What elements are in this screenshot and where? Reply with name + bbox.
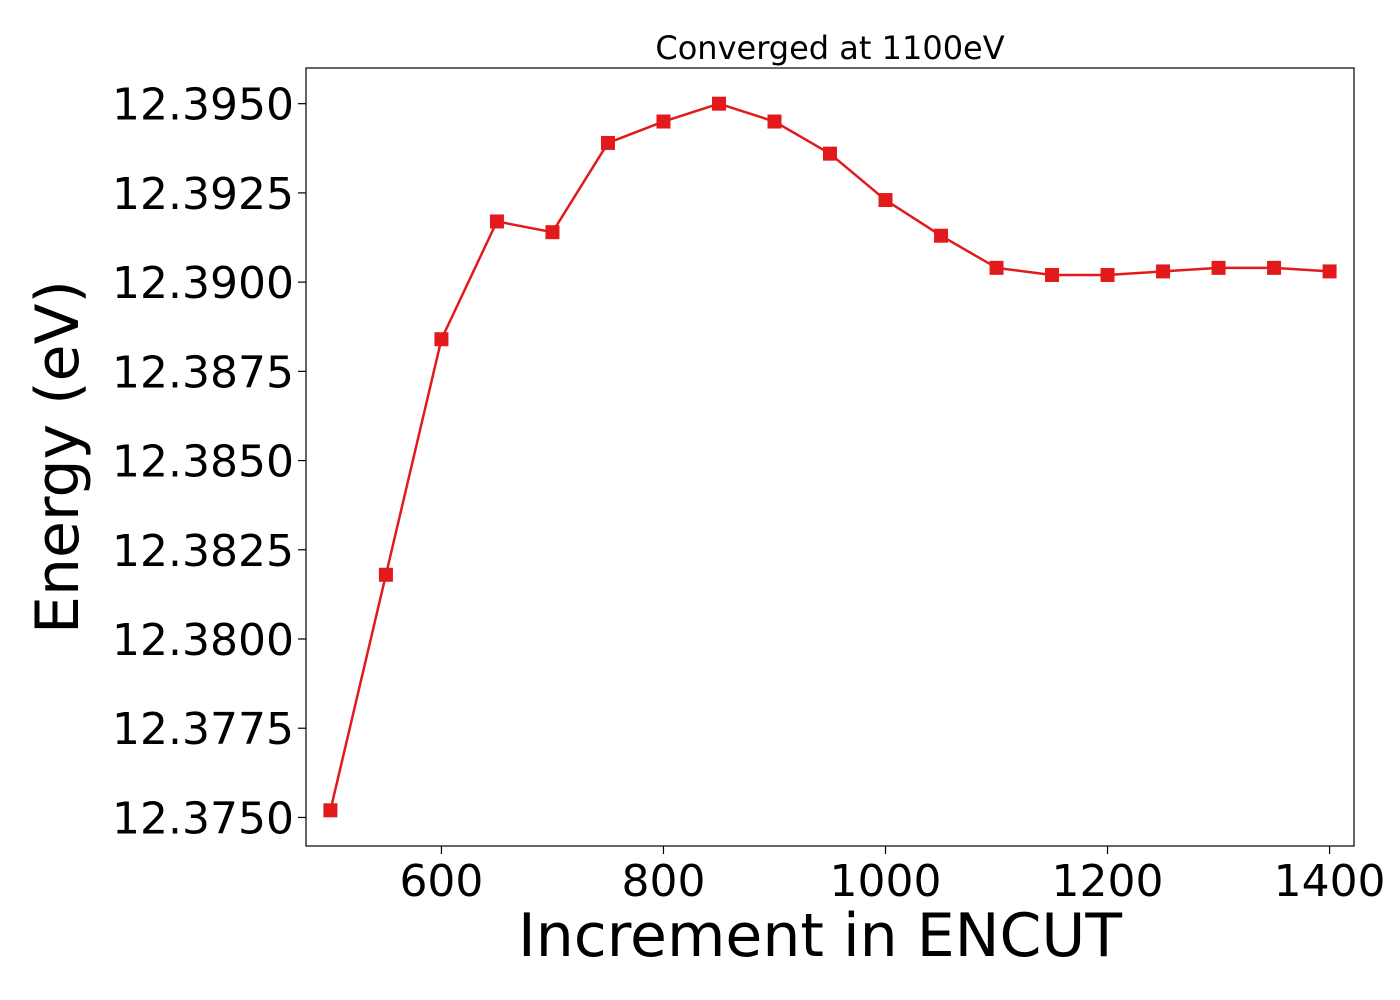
data-point-marker (878, 193, 893, 208)
y-tick-label: 12.3950 (112, 80, 294, 131)
data-point-marker (489, 214, 504, 229)
data-point-marker (545, 225, 560, 240)
x-tick-label: 1000 (830, 856, 942, 907)
y-tick-label: 12.3925 (112, 169, 294, 220)
data-point-marker (1100, 267, 1115, 282)
y-axis-ticks: 12.3750 12.3775 12.3800 12.3825 12.3850 12.38… (112, 80, 306, 844)
y-tick-label: 12.3800 (112, 615, 294, 666)
y-tick-label: 12.3825 (112, 526, 294, 577)
data-point-marker (767, 114, 782, 129)
data-point-marker (934, 228, 949, 243)
x-tick-label: 1200 (1052, 856, 1164, 907)
data-point-marker (434, 332, 449, 347)
data-point-marker (1211, 260, 1226, 275)
series-layer (323, 96, 1337, 818)
y-axis-label: Energy (eV) (23, 280, 93, 634)
data-point-marker (1156, 264, 1171, 279)
plot-area-frame (305, 67, 1355, 847)
y-tick-label: 12.3900 (112, 258, 294, 309)
x-axis-ticks: 600 800 1000 1200 1400 (399, 846, 1386, 907)
data-point-marker (711, 96, 726, 111)
data-point-marker (1045, 267, 1060, 282)
x-tick-label: 1400 (1274, 856, 1386, 907)
x-tick-label: 800 (621, 856, 705, 907)
chart-title: Converged at 1100eV (655, 29, 1004, 67)
x-axis-label: Increment in ENCUT (518, 901, 1122, 971)
y-tick-label: 12.3850 (112, 437, 294, 488)
data-point-marker (1267, 260, 1282, 275)
data-point-marker (323, 803, 338, 818)
data-point-marker (989, 260, 1004, 275)
data-point-marker (1322, 264, 1337, 279)
y-tick-label: 12.3775 (112, 704, 294, 755)
data-point-marker (656, 114, 671, 129)
y-tick-label: 12.3875 (112, 347, 294, 398)
data-point-marker (823, 146, 837, 161)
y-tick-label: 12.3750 (112, 793, 294, 844)
x-tick-label: 600 (399, 856, 483, 907)
data-point-marker (600, 135, 615, 150)
data-point-marker (378, 567, 393, 582)
